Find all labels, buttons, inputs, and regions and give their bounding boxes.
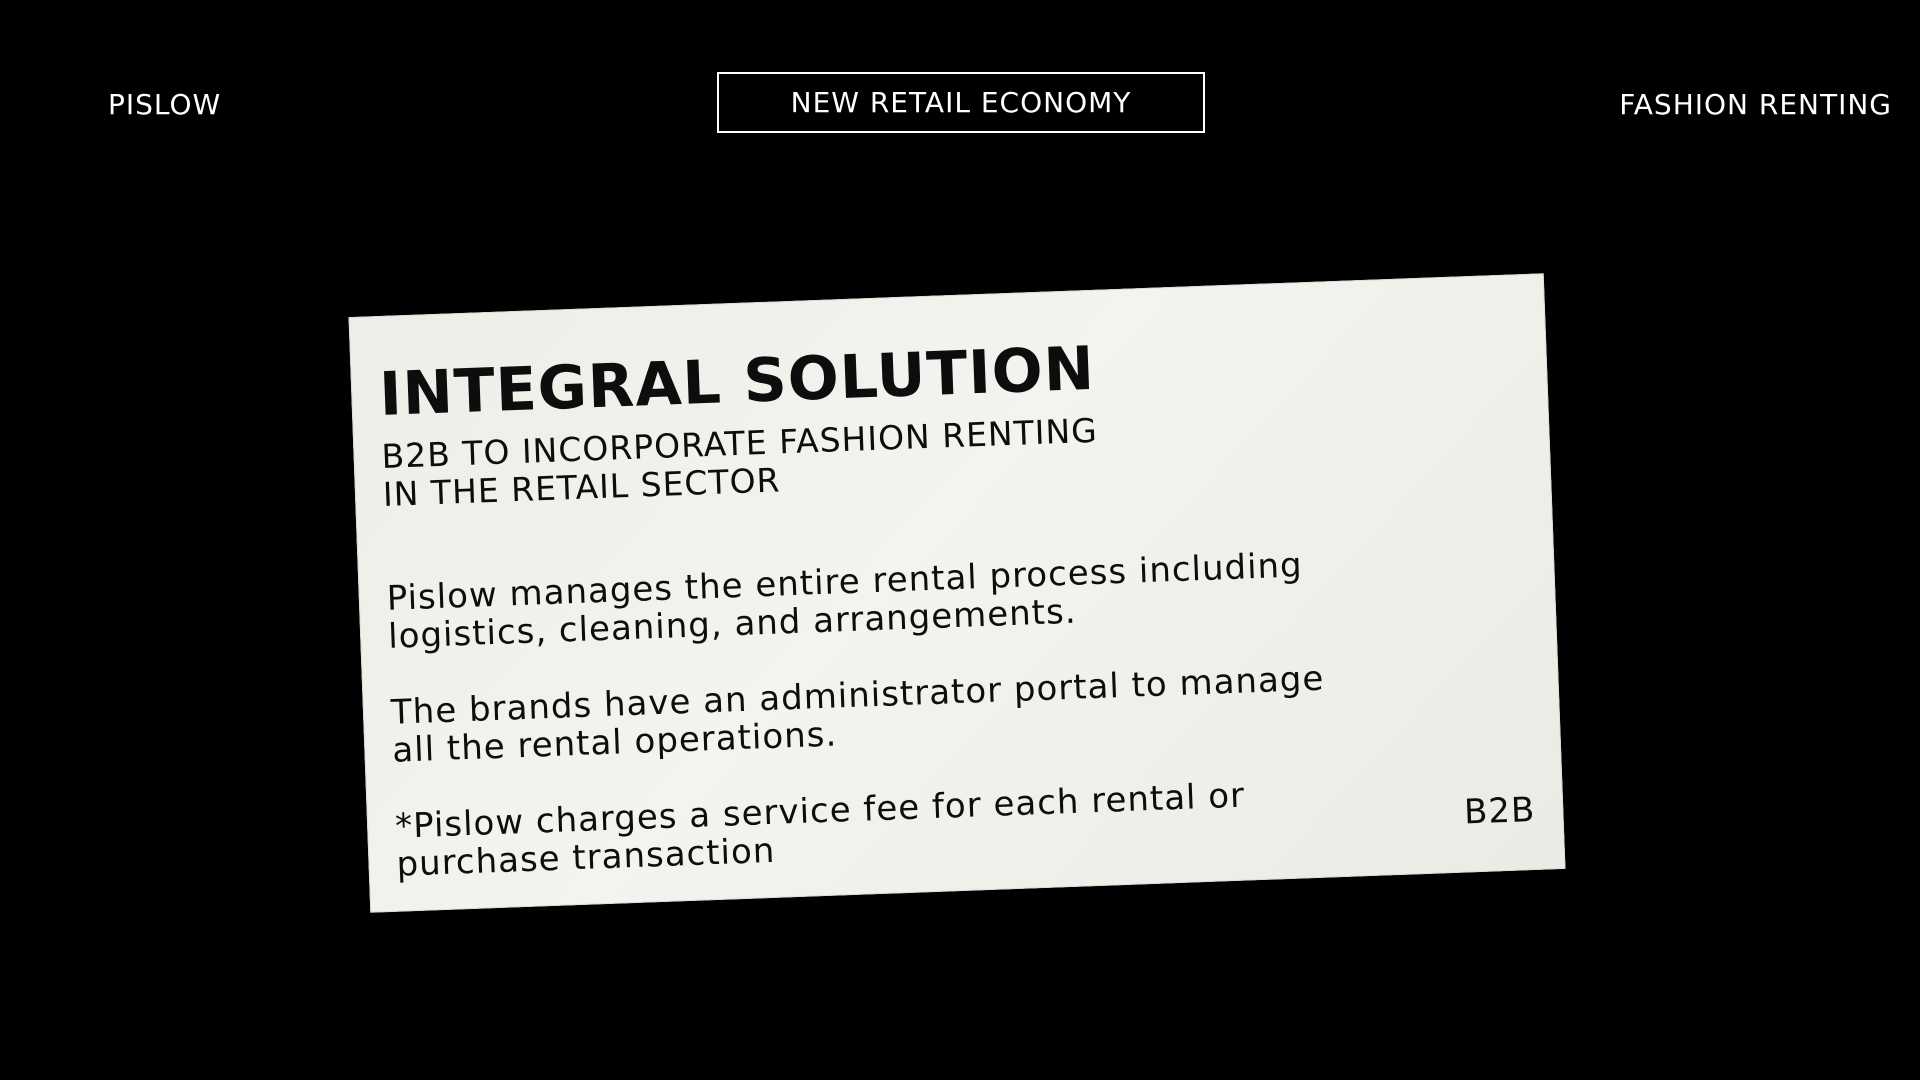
card-subtitle: B2B TO INCORPORATE FASHION RENTING IN TH… (380, 410, 1099, 514)
info-card: INTEGRAL SOLUTION B2B TO INCORPORATE FAS… (348, 273, 1566, 913)
topic-label: FASHION RENTING (1619, 88, 1892, 121)
section-badge: NEW RETAIL ECONOMY (717, 72, 1205, 133)
card-paragraph: The brands have an administrator portal … (390, 658, 1325, 771)
card-paragraph: Pislow manages the entire rental process… (386, 545, 1304, 657)
card-tag: B2B (1463, 789, 1537, 833)
brand-label: PISLOW (108, 88, 222, 121)
card-title: INTEGRAL SOLUTION (378, 333, 1097, 431)
card-footnote: *Pislow charges a service fee for each r… (394, 775, 1246, 885)
